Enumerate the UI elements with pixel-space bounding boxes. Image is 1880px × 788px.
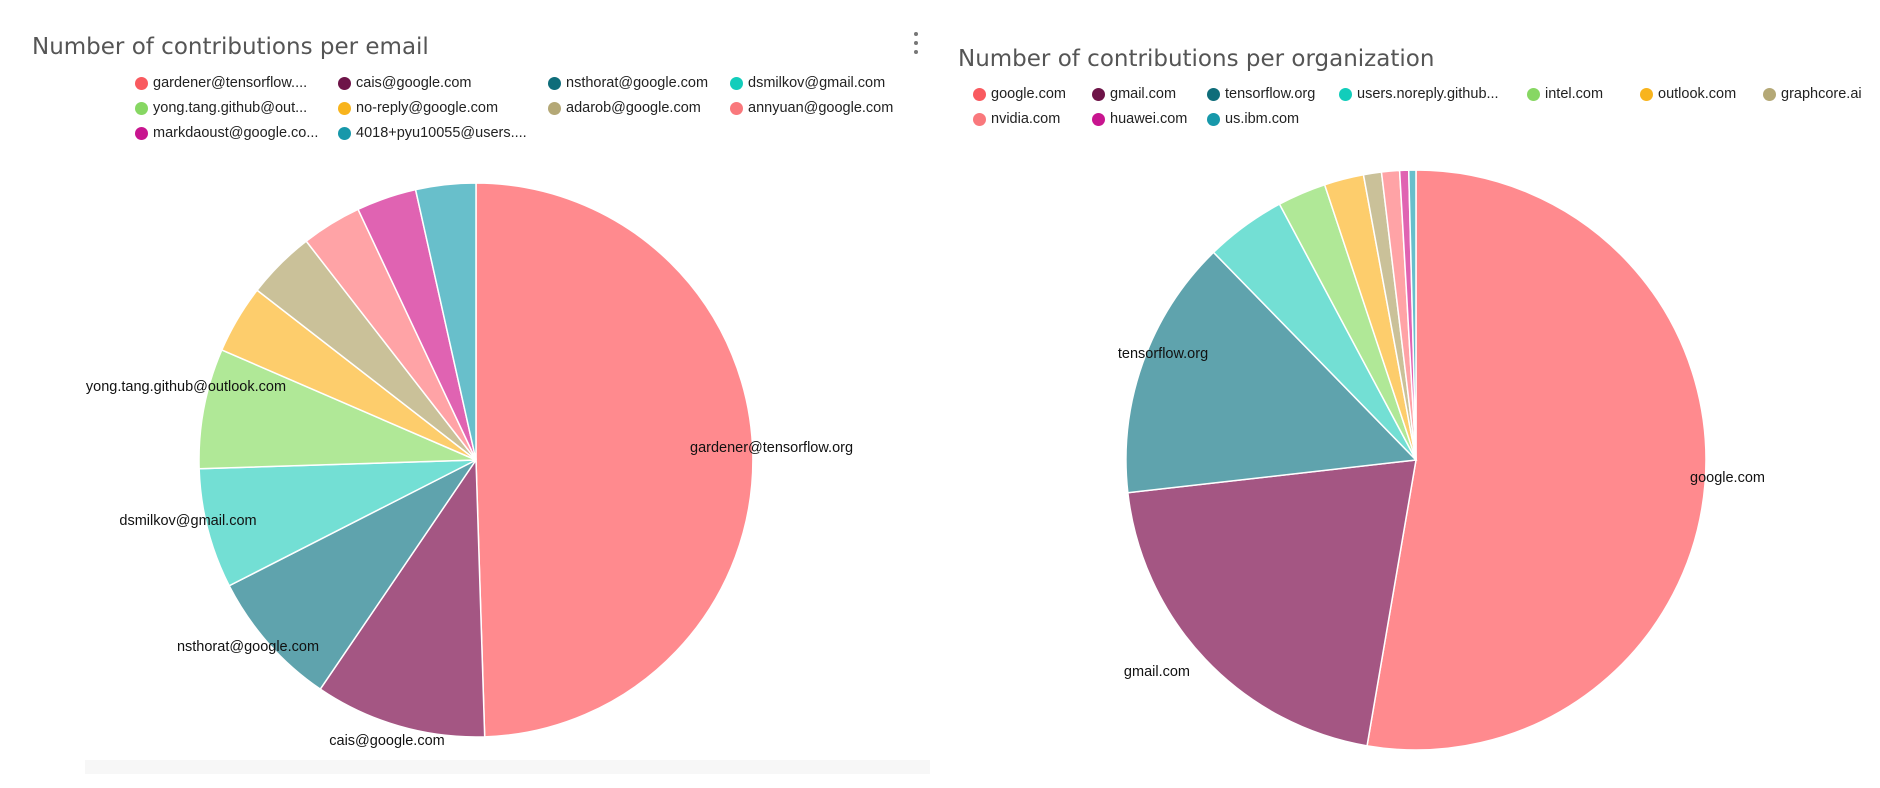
legend-label: graphcore.ai [1781,86,1862,102]
legend-label: dsmilkov@gmail.com [748,75,886,91]
pie-slice-yong-tang-github-outlook-com[interactable] [198,349,477,470]
legend-swatch [1092,87,1105,101]
legend-item-nsthorat-google-com[interactable]: nsthorat@google.com [548,75,708,91]
legend-label: adarob@google.com [566,100,701,116]
pie-slice-gmail-com[interactable] [1127,459,1417,747]
legend-item-markdaoust-google-com[interactable]: markdaoust@google.co... [135,125,318,141]
pie-slice-nsthorat-google-com[interactable] [228,459,477,691]
legend-item-dsmilkov-gmail-com[interactable]: dsmilkov@gmail.com [730,75,885,91]
legend-label: google.com [991,86,1066,102]
legend-swatch [338,126,351,140]
more-options-icon[interactable] [912,32,920,54]
legend-swatch [135,126,148,140]
slice-label-cais-google-com: cais@google.com [329,733,444,749]
legend-label: yong.tang.github@out... [153,100,308,116]
legend-swatch [730,76,743,90]
legend-label: outlook.com [1658,86,1737,102]
legend-item-adarob-google-com[interactable]: adarob@google.com [548,100,701,116]
legend-item-gmail-com[interactable]: gmail.com [1092,86,1176,102]
pie-slice-cais-google-com[interactable] [319,457,486,738]
organization-chart-panel: Number of contributions per organization… [945,0,1880,788]
legend-label: users.noreply.github... [1357,86,1499,102]
legend-swatch [730,101,743,115]
legend-item-tensorflow-org[interactable]: tensorflow.org [1207,86,1315,102]
legend-swatch [973,112,986,126]
legend-item-gardener-tensorflow-org[interactable]: gardener@tensorflow.... [135,75,307,91]
legend-swatch [1527,87,1540,101]
legend-swatch [973,87,986,101]
pie-slice-tensorflow-org[interactable] [1125,251,1418,494]
pie-chart: gardener@tensorflow.org cais@google.com ns… [86,182,853,749]
legend-item-huawei-com[interactable]: huawei.com [1092,111,1187,127]
slice-label-google-com: google.com [1690,470,1765,486]
legend-label: annyuan@google.com [748,100,894,116]
pie-chart: google.com gmail.com tensorflow.org [1118,169,1765,751]
legend-item-cais-google-com[interactable]: cais@google.com [338,75,471,91]
legend-swatch [1092,112,1105,126]
legend-swatch [548,76,561,90]
legend-item-yong-tang-github-outlook-com[interactable]: yong.tang.github@out... [135,100,307,116]
pie-slice-google-com[interactable] [1366,169,1707,751]
legend-item-google-com[interactable]: google.com [973,86,1066,102]
slice-label-yong-tang-github-outlook-com: yong.tang.github@outlook.com [86,379,286,395]
legend-label: tensorflow.org [1225,86,1316,102]
legend-item-intel-com[interactable]: intel.com [1527,86,1603,102]
legend-item-annyuan-google-com[interactable]: annyuan@google.com [730,100,893,116]
legend-item-outlook-com[interactable]: outlook.com [1640,86,1736,102]
legend-label: us.ibm.com [1225,111,1300,127]
pie-slice-gardener-tensorflow-org[interactable] [475,182,754,738]
legend-item-us-ibm-com[interactable]: us.ibm.com [1207,111,1299,127]
legend-swatch [1207,87,1220,101]
legend-swatch [1339,87,1352,101]
pie-slice-us-ibm-com[interactable] [1407,169,1417,461]
legend-swatch [1763,87,1776,101]
legend-swatch [338,76,351,90]
slice-label-tensorflow-org: tensorflow.org [1118,346,1208,362]
legend-label: nvidia.com [991,111,1061,127]
legend-item-4018-pyu10055-users-noreply-github-com[interactable]: 4018+pyu10055@users.... [338,125,527,141]
legend-label: markdaoust@google.co... [153,125,319,141]
slice-label-nsthorat-google-com: nsthorat@google.com [177,639,319,655]
legend-swatch [135,101,148,115]
legend-swatch [135,76,148,90]
legend-swatch [1207,112,1220,126]
legend-label: nsthorat@google.com [566,75,709,91]
legend-label: 4018+pyu10055@users.... [356,125,527,141]
legend-item-graphcore-ai[interactable]: graphcore.ai [1763,86,1862,102]
legend-swatch [1640,87,1653,101]
slice-label-gardener-tensorflow-org: gardener@tensorflow.org [690,440,853,456]
chart-title: Number of contributions per organization [958,46,1435,72]
email-chart-panel: Number of contributions per email garden… [0,0,935,788]
legend-item-no-reply-google-com[interactable]: no-reply@google.com [338,100,498,116]
legend-label: no-reply@google.com [356,100,499,116]
legend-swatch [548,101,561,115]
legend-label: huawei.com [1110,111,1188,127]
slice-label-dsmilkov-gmail-com: dsmilkov@gmail.com [119,513,256,529]
legend-label: intel.com [1545,86,1604,102]
legend-label: cais@google.com [356,75,472,91]
legend-swatch [338,101,351,115]
slice-label-gmail-com: gmail.com [1124,664,1190,680]
pie-slice-dsmilkov-gmail-com[interactable] [198,459,477,587]
pie-slice-4018-pyu10055-users-noreply-github-com[interactable] [414,182,477,461]
legend-label: gardener@tensorflow.... [153,75,308,91]
chart-title: Number of contributions per email [32,34,429,60]
legend-item-users-noreply-github-com[interactable]: users.noreply.github... [1339,86,1499,102]
chart-footer [85,760,930,774]
legend-label: gmail.com [1110,86,1177,102]
legend-item-nvidia-com[interactable]: nvidia.com [973,111,1060,127]
